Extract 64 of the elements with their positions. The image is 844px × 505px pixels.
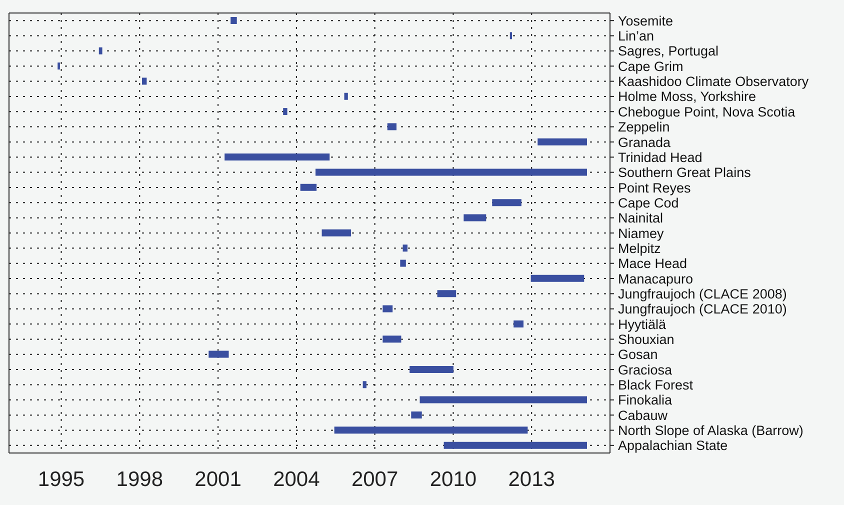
bar [322,229,352,236]
y-tick-label: Trinidad Head [618,150,702,165]
y-tick-label: Hyytiälä [618,316,667,332]
y-tick-label: Jungfraujoch (CLACE 2010) [618,302,787,317]
y-tick-label: Granada [618,134,672,150]
y-tick-label: Niamey [618,226,664,241]
y-tick-label: Kaashidoo Climate Observatory [618,74,809,90]
y-tick-label: Cape Cod [618,195,679,210]
y-tick-label: Melpitz [618,240,662,256]
y-tick-label: Black Forest [618,378,694,393]
bar [387,123,397,130]
y-tick-label: Shouxian [618,332,674,347]
y-tick-label: Cabauw [618,408,668,423]
bar [142,78,147,85]
x-tick-label: 1995 [38,468,85,491]
y-tick-label: Sagres, Portugal [618,44,719,59]
bar [492,199,522,206]
x-tick-label: 2007 [351,468,398,491]
bar [316,168,588,176]
y-tick-label: Gosan [618,347,658,362]
y-tick-label: Nainital [618,210,664,226]
bar [208,350,229,358]
x-tick-label: 2010 [430,468,477,491]
bar [230,17,237,24]
bar [382,305,393,312]
bar [437,290,456,298]
y-tick-label: Yosemite [618,13,674,28]
bar [362,381,366,388]
y-tick-label: Southern Great Plains [618,165,752,180]
bar [411,411,422,418]
y-tick-label: Finokalia [618,392,673,408]
bar [510,32,512,40]
y-tick-label: Lin’an [618,28,654,44]
y-tick-label: Chebogue Point, Nova Scotia [618,104,796,120]
bar [98,47,102,54]
bar [224,154,330,161]
bar [300,184,317,191]
y-tick-label: Holme Moss, Yorkshire [618,89,756,104]
bar [530,274,584,282]
x-tick-label: 2013 [508,468,555,491]
bar [402,244,408,252]
bar [464,214,486,222]
bar [334,426,528,434]
x-tick-label: 1998 [116,468,164,491]
y-tick-label: Point Reyes [618,180,692,196]
y-tick-label: North Slope of Alaska (Barrow) [618,423,804,438]
bar [410,366,454,373]
bar [444,442,588,449]
y-tick-label: Manacapuro [618,271,694,286]
bar [344,92,348,100]
bar [538,138,588,146]
y-tick-label: Appalachian State [618,438,728,454]
bar [514,320,524,328]
bar [400,260,406,267]
x-tick-label: 2001 [194,468,242,491]
bar [283,108,288,116]
y-tick-label: Zeppelin [618,120,670,135]
bar [382,336,402,343]
y-tick-label: Jungfraujoch (CLACE 2008) [618,286,787,302]
y-tick-label: Cape Grim [618,58,684,74]
bar [420,396,588,404]
x-tick-label: 2004 [273,468,320,491]
y-tick-label: Mace Head [618,256,688,272]
y-tick-label: Graciosa [618,362,673,378]
